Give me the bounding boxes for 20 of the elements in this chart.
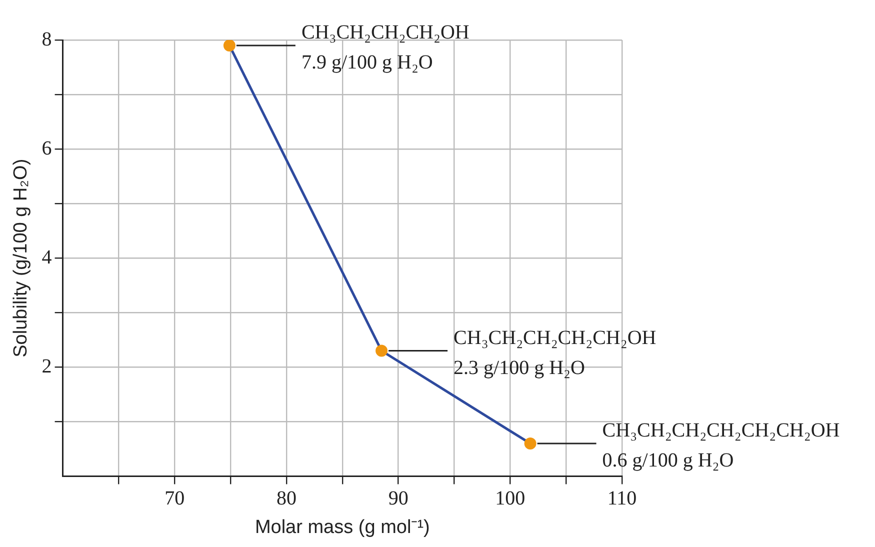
annotation: 2.3 g/100 g H₂O (454, 357, 585, 380)
annotation: CH₃CH₂CH₂CH₂CH₂CH₂OH (602, 420, 840, 442)
y-axis-title: Solubility (g/100 g H₂O) (10, 158, 32, 358)
point (223, 40, 236, 52)
annotation: 0.6 g/100 g H₂O (602, 450, 734, 472)
y-tick-label: 2 (42, 355, 52, 378)
x-tick-label: 80 (276, 487, 296, 510)
annotation: CH₃CH₂CH₂CH₂CH₂OH (454, 327, 656, 350)
x-tick-label: 90 (388, 487, 408, 510)
x-tick-label: 100 (495, 487, 526, 510)
x-axis-title: Molar mass (g mol⁻¹) (254, 516, 430, 538)
y-tick-label: 6 (42, 137, 52, 160)
x-tick-label: 70 (164, 487, 185, 510)
y-tick-label: 4 (42, 246, 52, 268)
annotation: CH₃CH₂CH₂CH₂OH (301, 22, 470, 44)
point (376, 344, 388, 357)
y-tick-label: 8 (42, 28, 52, 50)
x-tick-label: 110 (607, 487, 637, 510)
annotation: 7.9 g/100 g H₂O (301, 52, 433, 74)
point (524, 437, 536, 450)
